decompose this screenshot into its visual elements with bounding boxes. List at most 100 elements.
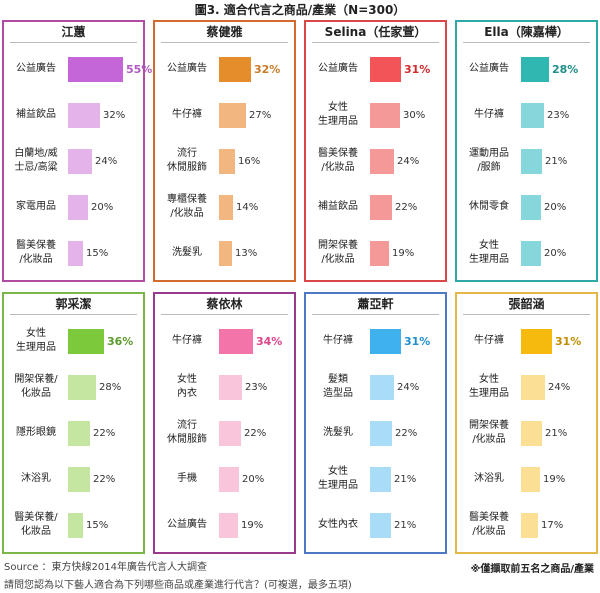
category-label: 女性 生理用品: [469, 240, 509, 265]
category-label: 洗髮乳: [172, 247, 202, 258]
bar-row: 醫美保養 /化妝品 17%: [457, 502, 596, 548]
value-label: 20%: [91, 202, 114, 213]
bar-row: 運動用品 /服飾 21%: [457, 138, 596, 184]
bar: [219, 195, 233, 220]
bar-row: 牛仔褲 23%: [457, 92, 596, 138]
value-label: 15%: [86, 248, 109, 259]
value-label: 22%: [93, 428, 116, 439]
bar: [370, 103, 400, 128]
bar-row: 醫美保養 /化妝品 24%: [306, 138, 445, 184]
bar: [219, 421, 241, 446]
bar: [219, 149, 235, 174]
value-label: 20%: [544, 202, 567, 213]
bar-list: 牛仔褲 34% 女性 內衣 23% 流行 休閒服飾 22% 手機 20% 公益廣告 19%: [155, 318, 294, 550]
bar-row: 開架保養 /化妝品 19%: [306, 230, 445, 276]
bar: [68, 57, 123, 82]
panel-title: Selina（任家萱）: [324, 25, 427, 39]
chart-panel: 江蕙 公益廣告 55% 補益飲品 32% 白蘭地/威 士忌/高粱 24% 家電用品 20% 醫美保…: [2, 20, 152, 282]
value-label: 28%: [99, 382, 122, 393]
bar: [68, 241, 83, 266]
bar: [370, 195, 392, 220]
panel-title: Ella（陳嘉樺）: [484, 25, 569, 39]
chart-title: 圖3. 適合代言之商品/產業（N=300）: [194, 3, 406, 17]
bar-row: 公益廣告 31%: [306, 46, 445, 92]
bar-row: 公益廣告 19%: [155, 502, 294, 548]
panel-title: 江蕙: [61, 25, 86, 39]
category-label: 運動用品 /服飾: [469, 148, 509, 173]
category-label: 休閒零食: [469, 201, 509, 212]
bar-row: 女性 生理用品 36%: [4, 318, 143, 364]
category-label: 洗髮乳: [323, 427, 353, 438]
bar-row: 醫美保養 /化妝品 15%: [4, 230, 143, 276]
bar: [521, 421, 542, 446]
bar: [68, 103, 100, 128]
bar-row: 女性 內衣 23%: [155, 364, 294, 410]
bar-row: 流行 休閒服飾 22%: [155, 410, 294, 456]
value-label: 55%: [126, 63, 153, 76]
bar: [370, 57, 401, 82]
bar-row: 手機 20%: [155, 456, 294, 502]
bar: [68, 467, 90, 492]
category-label: 流行 休閒服飾: [167, 148, 207, 173]
panel-divider: [463, 314, 590, 315]
bar-row: 白蘭地/威 士忌/高粱 24%: [4, 138, 143, 184]
bar: [521, 57, 549, 82]
category-label: 醫美保養 /化妝品: [318, 148, 358, 173]
category-label: 補益飲品: [16, 109, 56, 120]
value-label: 14%: [236, 202, 259, 213]
value-label: 19%: [392, 248, 415, 259]
bar: [219, 329, 253, 354]
bar: [370, 329, 401, 354]
chart-panel: 張韶涵 牛仔褲 31% 女性 生理用品 24% 開架保養 /化妝品 21% 沐浴乳 19% 醫美保…: [455, 292, 598, 554]
category-label: 牛仔褲: [474, 109, 504, 120]
value-label: 24%: [397, 156, 420, 167]
value-label: 30%: [403, 110, 426, 121]
value-label: 24%: [548, 382, 571, 393]
bar-list: 牛仔褲 31% 髮類 造型品 24% 洗髮乳 22% 女性 生理用品 21% 女性內衣 21%: [306, 318, 445, 550]
category-label: 公益廣告: [318, 63, 358, 74]
category-label: 沐浴乳: [474, 473, 504, 484]
bar-row: 開架保養 /化妝品 21%: [457, 410, 596, 456]
bar-row: 補益飲品 32%: [4, 92, 143, 138]
category-label: 開架保養 /化妝品: [469, 420, 509, 445]
bar-row: 醫美保養/ 化妝品 15%: [4, 502, 143, 548]
chart-panel: 郭采潔 女性 生理用品 36% 開架保養/ 化妝品 28% 隱形眼鏡 22% 沐浴乳 22% 醫美…: [2, 292, 145, 554]
category-label: 隱形眼鏡: [16, 427, 56, 438]
value-label: 24%: [397, 382, 420, 393]
category-label: 開架保養/ 化妝品: [14, 374, 58, 399]
panel-grid: 江蕙 公益廣告 55% 補益飲品 32% 白蘭地/威 士忌/高粱 24% 家電用品 20% 醫美保…: [2, 20, 598, 555]
category-label: 公益廣告: [469, 63, 509, 74]
category-label: 女性 生理用品: [318, 102, 358, 127]
bar-row: 牛仔褲 31%: [306, 318, 445, 364]
source-note: Source ：東方快線2014年廣告代言人大調查: [4, 562, 207, 573]
bar: [370, 467, 391, 492]
panel-title: 蕭亞軒: [357, 297, 394, 311]
category-label: 醫美保養 /化妝品: [16, 240, 56, 265]
bar: [219, 375, 242, 400]
bar-list: 公益廣告 28% 牛仔褲 23% 運動用品 /服飾 21% 休閒零食 20% 女性 生理用品 20…: [457, 46, 596, 278]
bar: [219, 103, 246, 128]
value-label: 16%: [238, 156, 261, 167]
bar: [68, 195, 88, 220]
category-label: 女性 生理用品: [16, 328, 56, 353]
category-label: 女性 內衣: [177, 374, 197, 399]
panel-divider: [10, 314, 137, 315]
value-label: 22%: [93, 474, 116, 485]
bar: [521, 195, 541, 220]
bar-row: 女性 生理用品 21%: [306, 456, 445, 502]
bar-row: 女性 生理用品 24%: [457, 364, 596, 410]
category-label: 流行 休閒服飾: [167, 420, 207, 445]
category-label: 補益飲品: [318, 201, 358, 212]
value-label: 31%: [555, 335, 582, 348]
category-label: 專櫃保養 /化妝品: [167, 194, 207, 219]
panel-title: 蔡依林: [206, 297, 243, 311]
category-label: 公益廣告: [167, 63, 207, 74]
value-label: 31%: [404, 335, 431, 348]
bar-row: 牛仔褲 34%: [155, 318, 294, 364]
panel-divider: [312, 314, 439, 315]
value-label: 24%: [95, 156, 118, 167]
chart-panel: 蕭亞軒 牛仔褲 31% 髮類 造型品 24% 洗髮乳 22% 女性 生理用品 21% 女性內衣 21…: [304, 292, 447, 554]
category-label: 牛仔褲: [474, 335, 504, 346]
category-label: 女性 生理用品: [469, 374, 509, 399]
bar: [370, 513, 391, 538]
